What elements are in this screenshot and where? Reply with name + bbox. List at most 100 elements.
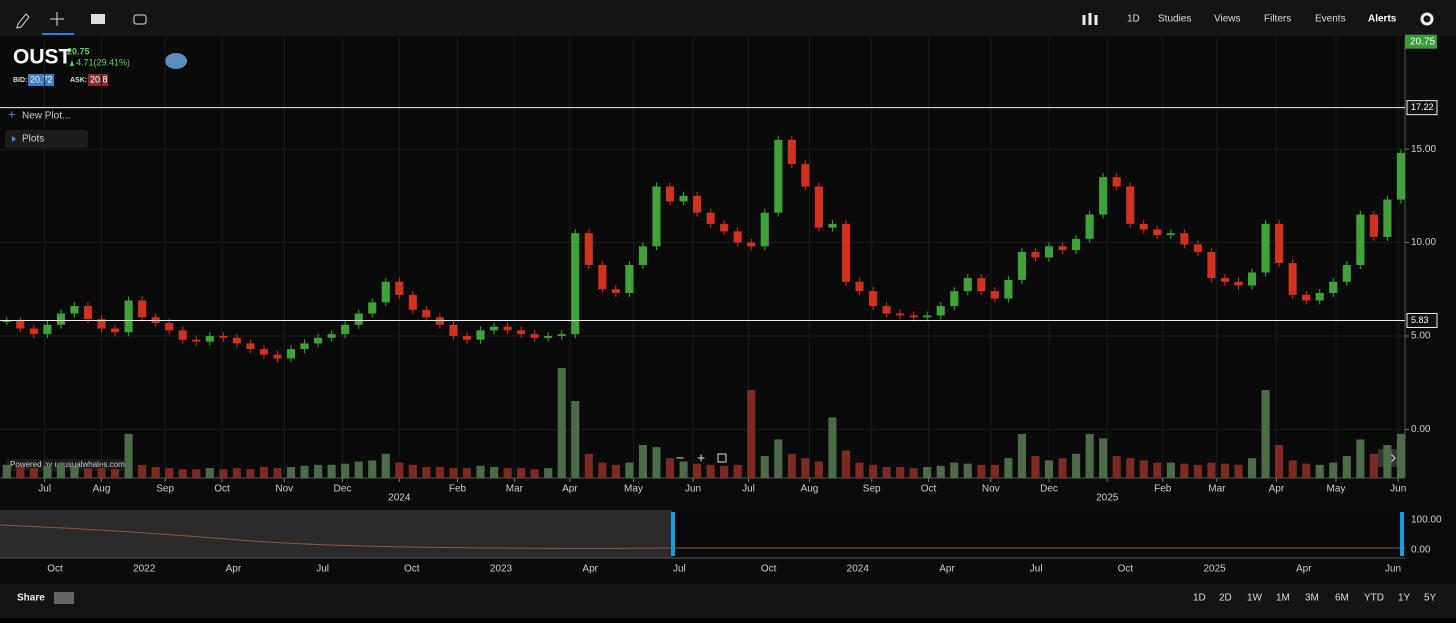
volume-bar — [503, 468, 512, 478]
volume-bar — [1234, 464, 1243, 478]
candle — [882, 306, 891, 314]
toolbar-item[interactable]: Events — [1315, 14, 1346, 25]
x-tick-label: Dec — [334, 484, 352, 495]
toolbar-item[interactable]: Views — [1214, 14, 1241, 25]
candle — [679, 195, 688, 202]
x-tick-label: 2024 — [388, 493, 411, 504]
navigator-tick-label: 2024 — [847, 564, 870, 575]
range-button[interactable]: 1D — [1193, 593, 1206, 604]
range-button[interactable]: YTD — [1364, 593, 1384, 604]
volume-bar — [1369, 453, 1378, 478]
toolbar-item[interactable]: Alerts — [1368, 14, 1397, 25]
volume-bar — [381, 453, 390, 478]
zoom-in[interactable]: + — [697, 450, 705, 466]
comment-icon[interactable] — [91, 14, 105, 24]
navigator-shade — [0, 510, 672, 558]
volume-bar — [679, 461, 688, 478]
range-button[interactable]: 2D — [1219, 593, 1232, 604]
volume-bar — [2, 464, 11, 478]
candle — [83, 306, 93, 320]
volume-bar — [354, 461, 363, 478]
range-button[interactable]: 1M — [1276, 593, 1290, 604]
bid-label: BID: — [13, 77, 27, 84]
watermark-bg — [6, 459, 124, 471]
x-tick-label: Sep — [156, 484, 174, 495]
plots[interactable]: Plots — [22, 134, 44, 145]
bid-box — [28, 74, 54, 86]
candle — [665, 186, 675, 202]
range-button[interactable]: 5Y — [1424, 593, 1437, 604]
camera-icon[interactable] — [133, 14, 147, 25]
volume-bar — [435, 467, 444, 478]
candle — [557, 334, 566, 336]
whale-logo — [165, 53, 187, 69]
navigator-handle-left[interactable] — [671, 512, 675, 556]
volume-bar — [828, 417, 837, 478]
range-button[interactable]: 6M — [1335, 593, 1349, 604]
volume-bar — [936, 465, 945, 478]
volume-bar — [1044, 460, 1054, 478]
volume-bar — [205, 468, 214, 478]
crosshair-icon[interactable] — [50, 12, 64, 26]
volume-bar — [178, 469, 187, 478]
candle — [300, 343, 309, 350]
new-plot[interactable]: New Plot... — [22, 111, 70, 122]
candle — [611, 289, 620, 294]
volume-bar — [110, 469, 120, 478]
candle — [1058, 246, 1067, 251]
candle — [327, 334, 336, 338]
volume-bar — [517, 468, 526, 478]
navigator-tick-label: 2023 — [490, 564, 513, 575]
volume-bar — [868, 464, 878, 478]
x-tick-label: Mar — [1208, 484, 1226, 495]
candle — [97, 319, 106, 329]
volume-bar — [395, 462, 404, 478]
volume-bar — [530, 469, 539, 478]
navigator-tick-label: Apr — [582, 564, 598, 575]
volume-bar — [300, 465, 309, 478]
candle — [801, 164, 810, 187]
candle — [1329, 281, 1338, 294]
candle — [286, 349, 296, 359]
range-button[interactable]: 1Y — [1398, 593, 1411, 604]
price: 20.75 — [67, 46, 90, 56]
price-line-tag — [1406, 100, 1438, 116]
toolbar-item[interactable]: 1D — [1127, 14, 1140, 25]
candle — [1396, 152, 1405, 200]
chart-type-icon[interactable] — [1082, 13, 1098, 25]
volume-bar — [259, 467, 269, 478]
zoom-out[interactable]: − — [676, 450, 684, 466]
volume-bar — [625, 462, 634, 478]
share[interactable]: Share — [17, 593, 45, 604]
volume-bar — [1302, 463, 1311, 478]
fullscreen[interactable] — [717, 453, 727, 463]
price-line-label: 17.22 — [1411, 102, 1434, 112]
range-button[interactable]: 3M — [1305, 593, 1319, 604]
candle — [936, 306, 945, 316]
candle — [923, 315, 932, 318]
navigator-line — [0, 524, 1405, 549]
draw-icon[interactable] — [16, 13, 30, 29]
toolbar-item[interactable]: Studies — [1158, 14, 1191, 25]
volume-bar — [476, 465, 485, 478]
candle — [408, 294, 417, 310]
navigator-tick-label: Oct — [47, 564, 63, 575]
volume-bar — [70, 467, 79, 478]
candle — [1072, 238, 1081, 251]
plots-button[interactable] — [5, 130, 88, 148]
keyboard-icon[interactable] — [54, 592, 74, 604]
candle — [1112, 177, 1121, 187]
candle — [1275, 223, 1284, 264]
volume-bar — [83, 468, 93, 478]
symbol: OUST — [13, 46, 72, 69]
candle — [990, 291, 999, 299]
candle — [1383, 199, 1392, 237]
plus: + — [8, 106, 16, 121]
volume-bar — [882, 467, 891, 478]
navigator-handle-right[interactable] — [1400, 512, 1404, 556]
toolbar-item[interactable]: Filters — [1264, 14, 1291, 25]
settings-icon[interactable] — [1420, 12, 1434, 26]
range-button[interactable]: 1W — [1247, 593, 1263, 604]
